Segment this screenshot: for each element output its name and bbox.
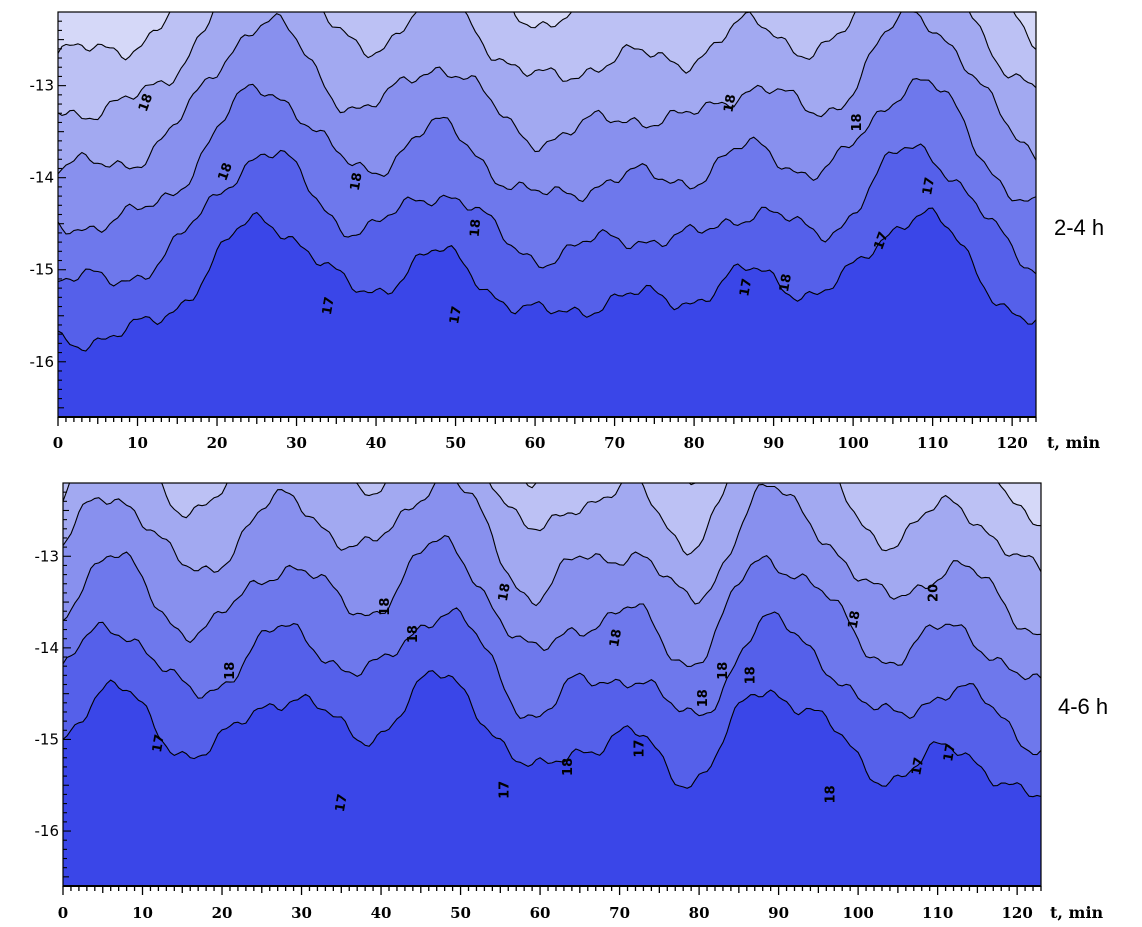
contour-line xyxy=(58,143,1036,287)
contour-labels: 18 18 18 18 17 17 18 18 17 18 17 17 xyxy=(136,92,938,326)
contour-band xyxy=(63,670,1041,886)
contour-line xyxy=(58,12,1036,61)
x-tick-label: 100 xyxy=(842,904,873,922)
contour-label: 17 xyxy=(920,176,938,196)
contour-label: 17 xyxy=(150,733,168,753)
contour-line xyxy=(63,483,1041,636)
y-tick-label: -15 xyxy=(35,730,60,748)
contour-line xyxy=(58,12,1036,121)
contour-label: 18 xyxy=(846,610,864,630)
x-tick-label: 70 xyxy=(604,434,625,452)
contour-label: 17 xyxy=(447,305,465,325)
contour-label: 17 xyxy=(871,230,891,252)
contour-label: 17 xyxy=(632,740,647,758)
x-tick-label: 40 xyxy=(371,904,392,922)
x-tick-label: 80 xyxy=(689,904,710,922)
x-tick-label: 10 xyxy=(127,434,148,452)
contour-label: 18 xyxy=(136,92,156,114)
contour-label: 18 xyxy=(216,161,236,183)
y-tick-label: -13 xyxy=(30,77,55,95)
contour-band xyxy=(58,208,1036,417)
y-tick-label: -13 xyxy=(35,547,60,565)
contour-label: 18 xyxy=(777,273,795,293)
y-tick-label: -16 xyxy=(35,822,60,840)
contour-label: 17 xyxy=(497,781,512,799)
contour-line xyxy=(63,483,1041,573)
x-tick-label: 120 xyxy=(1001,904,1032,922)
contour-line xyxy=(58,78,1036,235)
panel-label: 2-4 h xyxy=(1054,215,1104,240)
y-tick-label: -14 xyxy=(35,639,60,657)
contour-label: 17 xyxy=(909,756,927,776)
y-tick-label: -15 xyxy=(30,261,55,279)
contour-label: 18 xyxy=(607,628,625,648)
contour-label: 18 xyxy=(348,171,366,191)
contour-label: 18 xyxy=(744,666,759,684)
y-tick-label: -14 xyxy=(30,169,55,187)
contour-line xyxy=(63,670,1041,798)
x-tick-label: 70 xyxy=(609,904,630,922)
x-tick-label: 30 xyxy=(291,904,312,922)
contour-label: 18 xyxy=(406,625,421,643)
x-axis-title: t, min xyxy=(1050,903,1104,922)
contour-label: 18 xyxy=(496,582,514,602)
x-tick-label: 110 xyxy=(922,904,953,922)
contour-label: 18 xyxy=(378,598,393,616)
contour-label: 18 xyxy=(223,662,238,680)
contour-bands xyxy=(58,12,1036,417)
contour-line xyxy=(63,607,1041,756)
x-tick-label: 120 xyxy=(996,434,1027,452)
x-tick-label: 60 xyxy=(525,434,546,452)
contour-label: 17 xyxy=(737,277,755,297)
x-tick-label: 0 xyxy=(53,434,63,452)
contour-line xyxy=(58,207,1036,352)
contour-label: 17 xyxy=(333,793,351,813)
contour-panel-4-6h: 0 10 20 30 40 50 60 70 80 90 100 110 120 t, min -13 -14… xyxy=(35,482,1108,922)
contour-label: 18 xyxy=(850,113,865,131)
contour-label: 20 xyxy=(927,584,942,602)
x-tick-label: 80 xyxy=(684,434,705,452)
contour-label: 17 xyxy=(941,742,959,762)
x-tick-label: 100 xyxy=(837,434,868,452)
contour-label: 18 xyxy=(721,93,739,113)
contour-label: 18 xyxy=(561,758,576,776)
y-tick-label: -16 xyxy=(30,353,55,371)
x-tick-label: 0 xyxy=(58,904,68,922)
contour-label: 18 xyxy=(716,662,731,680)
contour-label: 18 xyxy=(696,689,711,707)
x-axis-title: t, min xyxy=(1047,433,1101,452)
x-tick-label: 90 xyxy=(768,904,789,922)
x-tick-label: 110 xyxy=(917,434,948,452)
panel-label: 4-6 h xyxy=(1058,694,1108,719)
contour-bands xyxy=(63,483,1041,886)
x-tick-label: 90 xyxy=(763,434,784,452)
contour-label: 18 xyxy=(823,785,838,803)
x-tick-label: 20 xyxy=(207,434,228,452)
x-tick-label: 60 xyxy=(530,904,551,922)
x-tick-label: 50 xyxy=(450,904,471,922)
x-tick-label: 10 xyxy=(132,904,153,922)
contour-label: 18 xyxy=(468,218,485,237)
contour-label: 17 xyxy=(320,296,338,316)
x-tick-label: 40 xyxy=(366,434,387,452)
x-tick-label: 30 xyxy=(286,434,307,452)
x-tick-label: 20 xyxy=(212,904,233,922)
contour-line xyxy=(63,534,1041,681)
contour-panel-2-4h: 0 10 20 30 40 50 60 70 80 90 100 110 120 t, min -13 -14… xyxy=(30,11,1104,452)
contour-line xyxy=(58,12,1036,175)
x-tick-label: 50 xyxy=(445,434,466,452)
contour-labels: 18 18 18 18 18 18 18 18 18 20 17 17 17 18 17 18 17 17 xyxy=(150,582,959,813)
